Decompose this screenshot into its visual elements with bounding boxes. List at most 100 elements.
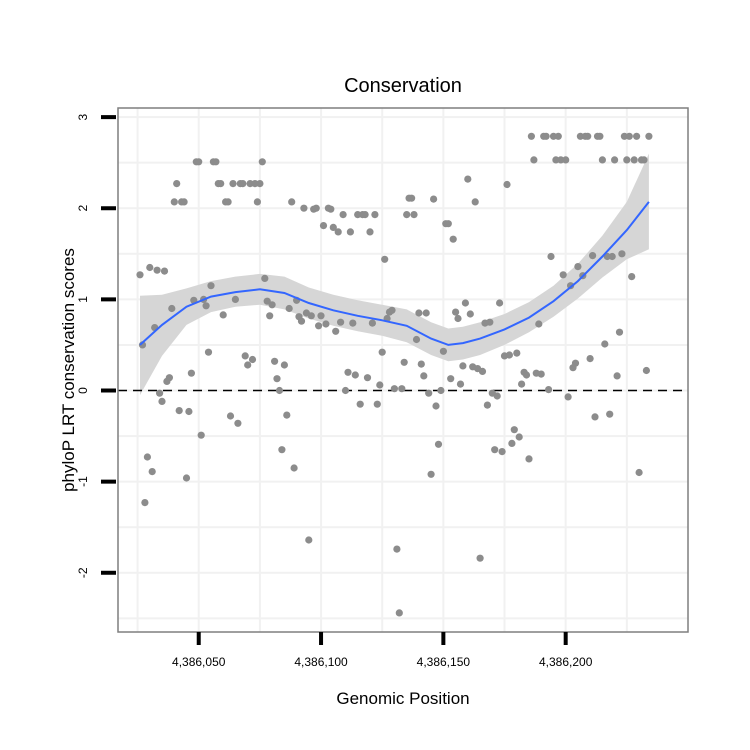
data-point	[312, 204, 320, 212]
data-point	[175, 407, 183, 415]
data-point	[439, 347, 447, 355]
data-point	[466, 310, 474, 318]
data-point	[268, 301, 276, 309]
data-point	[224, 198, 232, 206]
x-tick-label: 4,386,200	[539, 655, 593, 669]
data-point	[187, 369, 195, 377]
data-point	[361, 211, 369, 219]
data-point	[363, 374, 372, 382]
data-point	[327, 205, 335, 213]
y-tick-label: 1	[76, 296, 90, 303]
data-point	[356, 400, 364, 408]
data-point	[173, 180, 181, 188]
data-point	[136, 271, 144, 279]
points-layer	[136, 132, 653, 617]
data-point	[207, 282, 215, 290]
data-point	[165, 374, 173, 382]
data-point	[185, 407, 193, 416]
data-point	[478, 367, 487, 375]
data-point	[403, 211, 411, 219]
data-point	[395, 609, 403, 617]
data-point	[486, 318, 494, 326]
confidence-ribbon-layer	[140, 153, 649, 396]
data-point	[258, 158, 266, 166]
data-point	[542, 132, 550, 140]
data-point	[444, 220, 452, 228]
data-point	[613, 372, 621, 380]
data-point	[168, 304, 176, 313]
data-point	[273, 375, 281, 383]
data-point	[510, 426, 518, 434]
data-point	[608, 252, 616, 261]
data-point	[143, 453, 151, 461]
data-point	[373, 400, 381, 408]
data-point	[633, 132, 641, 140]
data-point	[212, 158, 220, 166]
data-point	[591, 413, 599, 421]
data-point	[248, 355, 257, 364]
data-point	[337, 318, 345, 326]
smooth-trend-line	[139, 201, 650, 346]
y-tick-label: 2	[76, 205, 90, 212]
data-point	[471, 198, 479, 206]
data-point	[376, 381, 384, 389]
data-point	[231, 295, 239, 303]
data-point	[322, 320, 330, 328]
data-point	[239, 180, 247, 188]
data-point	[271, 357, 279, 365]
x-tick-label: 4,386,050	[172, 655, 226, 669]
data-point	[493, 392, 501, 400]
y-tick-label: -2	[76, 567, 90, 578]
data-point	[241, 352, 249, 360]
data-point	[226, 412, 235, 420]
data-point	[244, 361, 252, 369]
data-point	[447, 375, 455, 383]
data-point	[432, 402, 440, 410]
data-point	[390, 385, 398, 393]
x-tick-label: 4,386,150	[417, 655, 471, 669]
data-point	[378, 348, 386, 356]
smooth-line-layer	[139, 201, 650, 346]
data-point	[410, 211, 418, 219]
data-point	[642, 366, 651, 375]
data-point	[498, 448, 506, 456]
data-point	[535, 320, 543, 328]
confidence-ribbon	[140, 153, 649, 396]
data-point	[589, 252, 597, 260]
data-point	[618, 250, 626, 258]
data-point	[459, 362, 467, 370]
x-axis: 4,386,050 4,386,100 4,386,150 4,386,200	[172, 632, 593, 669]
data-point	[628, 273, 636, 281]
data-point	[503, 180, 511, 189]
data-point	[611, 156, 619, 164]
data-point	[574, 263, 582, 271]
data-point	[427, 470, 435, 478]
data-point	[332, 327, 340, 335]
data-point	[202, 302, 210, 310]
grid-layer	[118, 108, 688, 632]
data-point	[400, 358, 408, 366]
data-point	[253, 198, 261, 206]
data-point	[505, 351, 513, 359]
data-point	[307, 312, 315, 320]
data-point	[584, 132, 592, 140]
x-axis-title: Genomic Position	[336, 689, 469, 708]
data-point	[508, 439, 516, 447]
data-point	[366, 228, 374, 236]
data-point	[456, 380, 465, 388]
data-point	[452, 308, 460, 316]
data-point	[461, 299, 469, 307]
data-point	[195, 158, 203, 166]
data-point	[339, 211, 347, 219]
data-point	[305, 536, 313, 544]
data-point	[571, 359, 580, 367]
data-point	[280, 361, 288, 369]
data-point	[398, 385, 406, 393]
data-point	[491, 446, 499, 454]
data-point	[288, 198, 296, 206]
data-point	[261, 274, 269, 282]
data-point	[329, 223, 337, 231]
data-point	[141, 499, 149, 507]
data-point	[530, 156, 538, 164]
